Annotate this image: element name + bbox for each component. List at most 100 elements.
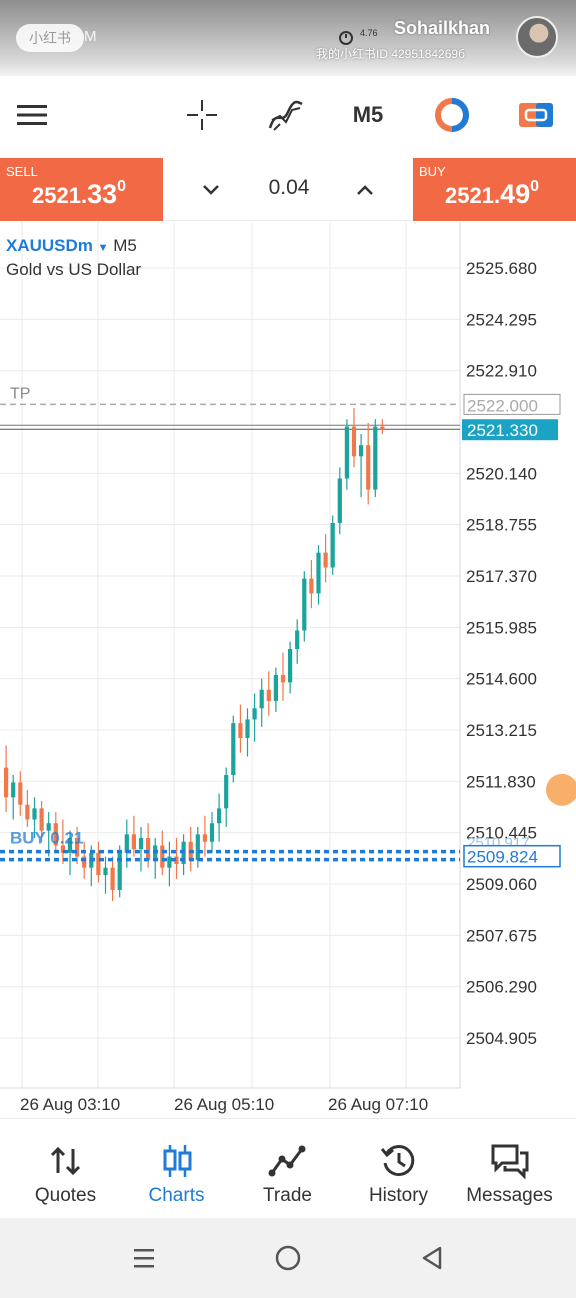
sell-label: SELL xyxy=(6,164,38,179)
chart-canvas[interactable]: 2525.680 2524.295 2522.910 2520.140 2518.755… xyxy=(0,222,576,1118)
candle xyxy=(295,630,300,650)
candle xyxy=(359,445,364,457)
candle xyxy=(18,782,23,805)
candle xyxy=(252,708,257,720)
candle xyxy=(60,845,65,853)
candle xyxy=(67,838,73,853)
candle xyxy=(351,426,357,457)
crosshair-icon xyxy=(187,100,217,130)
symbol-timeframe: M5 xyxy=(113,236,137,255)
menu-icon xyxy=(17,105,47,125)
candle xyxy=(302,578,307,631)
nav-quotes[interactable]: Quotes xyxy=(8,1119,123,1219)
back-icon xyxy=(422,1246,442,1270)
y-tick-label: 2513.215 xyxy=(466,721,537,740)
symbol-name: XAUUSDm xyxy=(6,236,93,255)
candle xyxy=(280,674,286,683)
nav-trade[interactable]: Trade xyxy=(230,1119,345,1219)
user-id: 我的小红书ID 4295184269б xyxy=(316,47,465,61)
crosshair-button[interactable] xyxy=(180,92,224,138)
exness-logo-button[interactable] xyxy=(430,92,474,138)
candle xyxy=(316,552,321,594)
status-speed: 4.76 xyxy=(360,28,378,38)
candle xyxy=(330,522,335,568)
candle xyxy=(117,852,122,890)
nav-messages[interactable]: Messages xyxy=(452,1119,567,1219)
chart-toolbar: M5 xyxy=(0,76,576,158)
y-tick-label: 2525.680 xyxy=(466,259,537,278)
sell-button[interactable]: SELL 2521.330 xyxy=(0,158,163,221)
take-profit-price-box xyxy=(463,393,561,415)
symbol-description: Gold vs US Dollar xyxy=(6,260,142,279)
watermark-badge: 小红书 xyxy=(16,24,84,52)
y-tick-label: 2504.905 xyxy=(466,1029,537,1048)
chevron-up-icon xyxy=(357,185,373,195)
caret-down-icon: ▼ xyxy=(97,242,109,254)
quotes-icon xyxy=(50,1146,81,1176)
trade-icon xyxy=(268,1145,306,1177)
candle xyxy=(53,823,58,846)
sell-price: 2521.330 xyxy=(32,178,127,209)
candle xyxy=(202,834,207,842)
alarm-icon: 4.76 xyxy=(339,28,378,45)
take-profit-label: TP xyxy=(10,385,30,402)
candle xyxy=(323,552,328,568)
y-tick-label: 2506.290 xyxy=(466,978,537,997)
lot-size-control: 0.04 xyxy=(163,158,413,221)
candle xyxy=(337,478,342,523)
y-tick-label: 2520.140 xyxy=(466,464,537,483)
menu-button[interactable] xyxy=(10,92,54,138)
candle xyxy=(11,782,16,798)
y-tick-label: 2515.985 xyxy=(466,618,537,637)
lot-decrease-button[interactable] xyxy=(191,172,231,208)
recent-apps-icon xyxy=(134,1249,154,1268)
nav-label: History xyxy=(368,1185,429,1206)
y-tick-label: 2517.370 xyxy=(466,567,537,586)
floating-timer-bubble xyxy=(546,773,576,806)
candle xyxy=(32,808,37,820)
candle xyxy=(266,689,271,701)
candle xyxy=(231,723,236,776)
y-tick-label: 2507.675 xyxy=(466,926,537,945)
timeframe-button[interactable]: M5 xyxy=(352,102,384,127)
y-tick-label: 2511.830 xyxy=(466,772,536,791)
lot-size-value[interactable]: 0.04 xyxy=(268,176,310,199)
buy-label: BUY xyxy=(419,164,446,179)
y-tick-label: 2514.600 xyxy=(466,670,537,689)
candle xyxy=(75,838,80,857)
candle xyxy=(4,767,9,798)
order-label: BUY 0.21 xyxy=(10,829,83,848)
messages-icon xyxy=(491,1144,529,1179)
bid-price: 2521.330 xyxy=(467,421,538,440)
nav-charts[interactable]: Charts xyxy=(119,1119,234,1219)
one-click-trade-button[interactable] xyxy=(514,92,558,138)
candle xyxy=(174,856,179,864)
y-tick-label: 2518.755 xyxy=(466,516,537,535)
system-navigation-bar xyxy=(0,1218,576,1298)
y-tick-label: 2510.445 xyxy=(466,824,537,843)
lot-increase-button[interactable] xyxy=(345,172,385,208)
order-price: 2509.824 xyxy=(467,848,538,867)
symbol-selector[interactable]: XAUUSDm ▼ M5 xyxy=(6,236,137,256)
candle xyxy=(138,838,144,850)
back-button[interactable] xyxy=(412,1240,452,1276)
candle xyxy=(217,808,222,824)
nav-history[interactable]: History xyxy=(341,1119,456,1219)
home-button[interactable] xyxy=(268,1240,308,1276)
buy-button[interactable]: BUY 2521.490 xyxy=(413,158,576,221)
candle xyxy=(238,723,243,738)
status-bar: 小红书 M 4.76 Sohailkhan 我的小红书ID 4295184269… xyxy=(0,0,576,76)
price-chart[interactable]: 2525.680 2524.295 2522.910 2520.140 2518.755… xyxy=(0,222,576,1118)
buy-price: 2521.490 xyxy=(445,178,540,209)
candle xyxy=(245,719,250,738)
one-click-trade-bar: SELL 2521.330 0.04 BUY 2521.490 xyxy=(0,158,576,222)
recent-apps-button[interactable] xyxy=(124,1240,164,1276)
candle xyxy=(380,426,385,430)
exness-logo-icon xyxy=(435,98,469,132)
charts-icon xyxy=(163,1145,192,1177)
indicators-button[interactable] xyxy=(264,92,308,138)
candle xyxy=(167,856,172,868)
candle xyxy=(25,804,30,820)
y-tick-label: 2524.295 xyxy=(466,310,537,329)
candle xyxy=(39,808,44,831)
